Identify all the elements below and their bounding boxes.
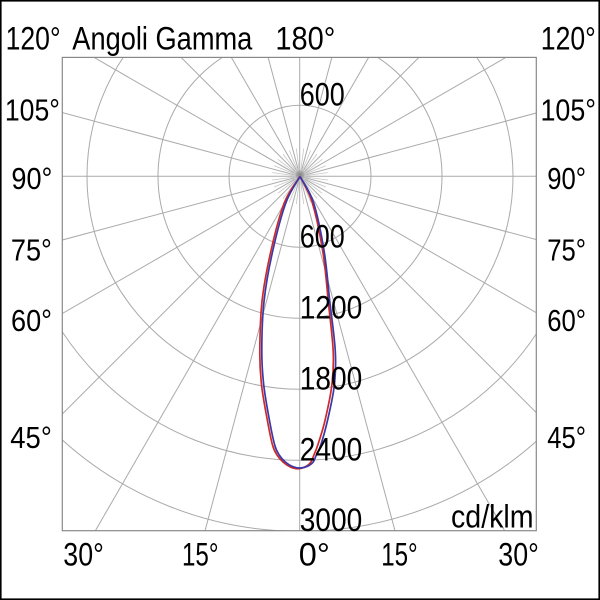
svg-text:120°: 120° — [541, 21, 596, 57]
svg-text:45°: 45° — [10, 420, 52, 455]
svg-text:45°: 45° — [547, 420, 586, 455]
svg-text:0°: 0° — [299, 536, 330, 572]
svg-text:15°: 15° — [182, 536, 219, 572]
svg-text:Angoli Gamma: Angoli Gamma — [72, 21, 252, 57]
svg-text:1200: 1200 — [300, 289, 363, 325]
svg-text:60°: 60° — [547, 303, 586, 338]
svg-text:75°: 75° — [547, 232, 586, 267]
svg-text:15°: 15° — [381, 536, 418, 572]
svg-text:120°: 120° — [6, 21, 61, 57]
svg-text:30°: 30° — [63, 536, 104, 572]
svg-text:105°: 105° — [541, 93, 597, 128]
svg-text:3000: 3000 — [300, 502, 363, 538]
svg-text:180°: 180° — [275, 21, 335, 57]
svg-text:30°: 30° — [498, 536, 539, 572]
svg-text:cd/klm: cd/klm — [451, 498, 534, 534]
svg-text:1800: 1800 — [300, 360, 363, 396]
svg-text:105°: 105° — [5, 93, 60, 128]
svg-text:60°: 60° — [11, 303, 52, 338]
svg-text:90°: 90° — [547, 161, 586, 196]
svg-text:600: 600 — [300, 77, 345, 113]
svg-text:2400: 2400 — [300, 431, 363, 467]
svg-text:75°: 75° — [11, 232, 52, 267]
svg-text:90°: 90° — [11, 161, 52, 196]
svg-text:600: 600 — [300, 218, 345, 254]
